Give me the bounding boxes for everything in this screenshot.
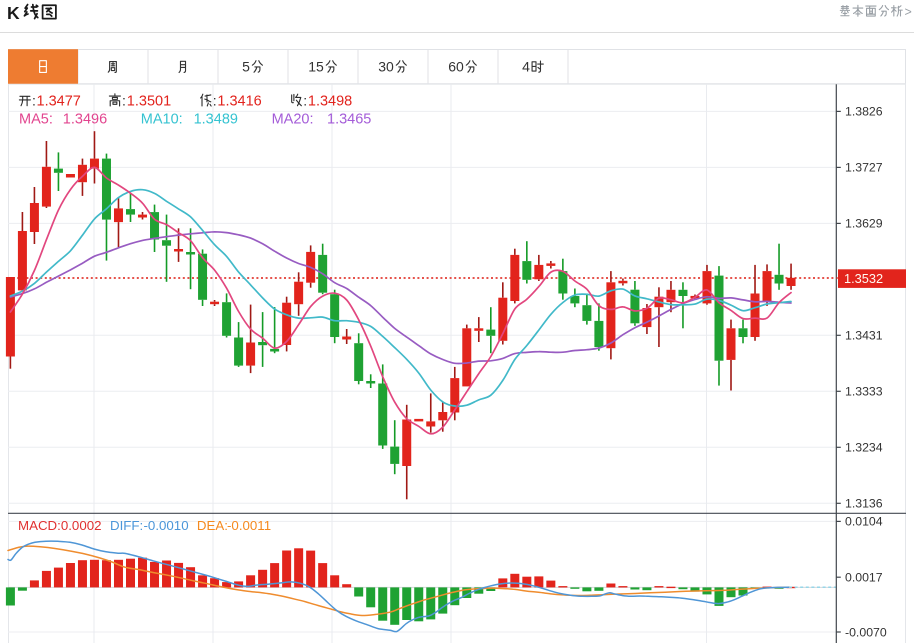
svg-text:1.3465: 1.3465 <box>327 112 371 128</box>
svg-text:1.3629: 1.3629 <box>845 217 883 231</box>
svg-text:DIFF:: DIFF: <box>110 518 143 533</box>
svg-text:1.3333: 1.3333 <box>845 385 883 399</box>
svg-text:4: 4 <box>522 59 530 75</box>
svg-text:5: 5 <box>242 59 250 75</box>
svg-text:1.3234: 1.3234 <box>845 441 883 455</box>
svg-text:K: K <box>7 3 20 23</box>
svg-text:-0.0011: -0.0011 <box>227 518 271 533</box>
svg-text:>: > <box>905 5 912 19</box>
svg-text:30: 30 <box>378 59 394 75</box>
svg-text:MA10:: MA10: <box>141 112 183 128</box>
svg-text:0.0104: 0.0104 <box>845 515 883 529</box>
svg-text:1.3826: 1.3826 <box>845 105 883 119</box>
svg-text::: : <box>303 92 307 108</box>
svg-text:60: 60 <box>448 59 464 75</box>
svg-text:MA20:: MA20: <box>272 112 314 128</box>
svg-text:MACD:0.0002: MACD:0.0002 <box>18 518 102 533</box>
svg-text:0.0017: 0.0017 <box>845 571 883 585</box>
svg-text:-0.0010: -0.0010 <box>144 518 189 533</box>
svg-text:-0.0070: -0.0070 <box>845 625 887 639</box>
svg-text:1.3501: 1.3501 <box>127 93 171 109</box>
svg-text:1.3727: 1.3727 <box>845 161 883 175</box>
svg-text::: : <box>213 92 217 108</box>
svg-text:MA5:: MA5: <box>19 112 53 128</box>
svg-text:1.3532: 1.3532 <box>844 271 883 286</box>
svg-text:1.3431: 1.3431 <box>845 329 883 343</box>
svg-text:15: 15 <box>308 59 324 75</box>
svg-text::: : <box>122 92 126 108</box>
svg-text:1.3498: 1.3498 <box>308 93 352 109</box>
svg-text::: : <box>32 92 36 108</box>
svg-text:DEA:: DEA: <box>197 518 228 533</box>
svg-text:1.3416: 1.3416 <box>217 93 261 109</box>
svg-text:1.3136: 1.3136 <box>845 497 883 511</box>
svg-text:1.3496: 1.3496 <box>63 112 107 128</box>
svg-text:1.3489: 1.3489 <box>194 112 238 128</box>
svg-text:1.3477: 1.3477 <box>37 93 81 109</box>
